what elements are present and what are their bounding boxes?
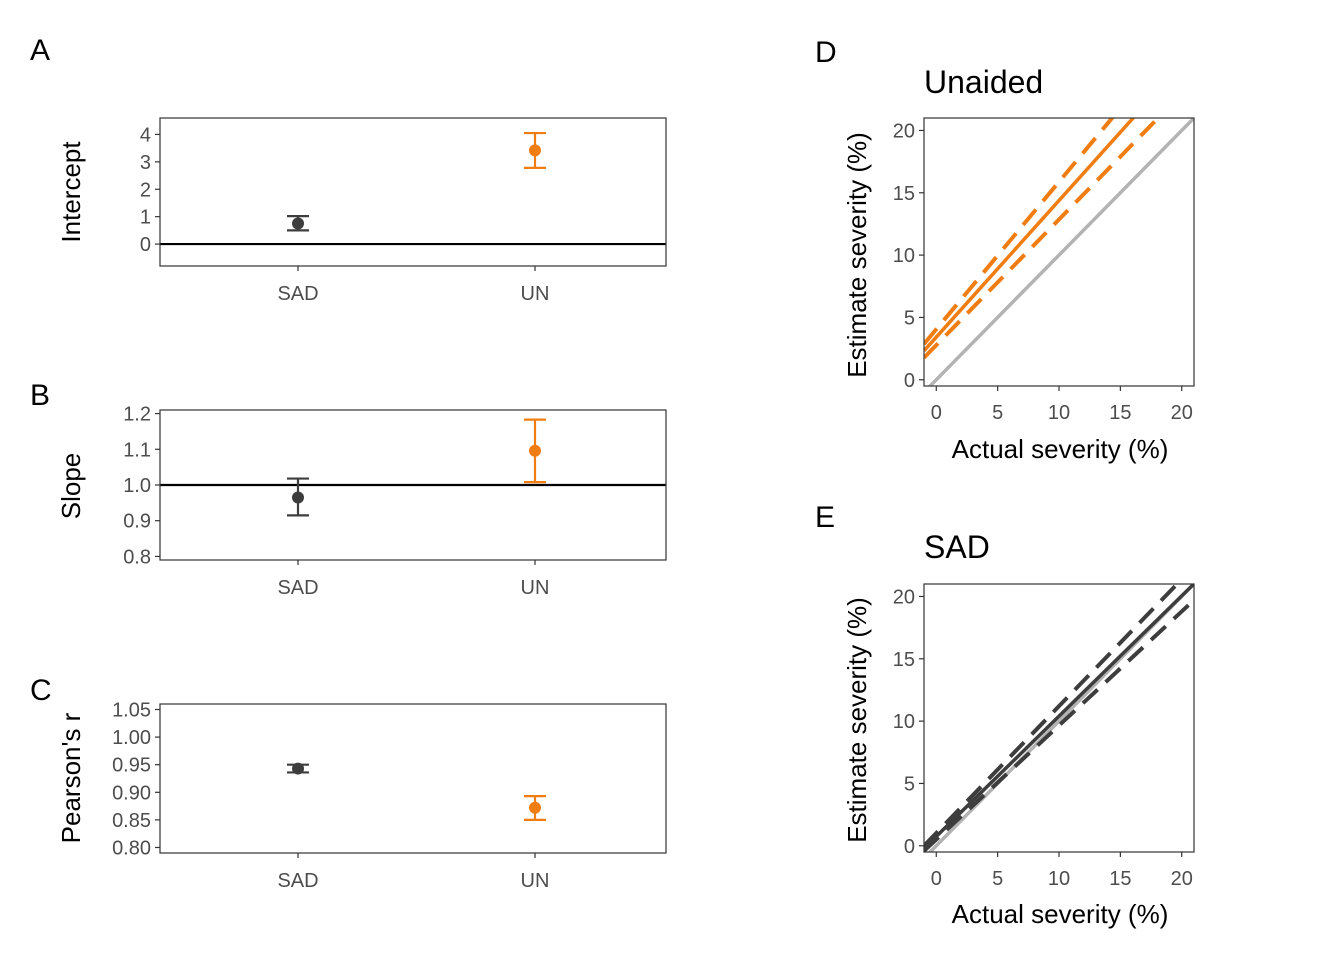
y-axis-title: Estimate severity (%) [842, 597, 872, 843]
panel-letter: E [815, 501, 835, 534]
y-tick-label: 1 [140, 207, 151, 229]
point-sad [292, 217, 304, 230]
fit-line [924, 118, 1136, 352]
y-axis-title: Estimate severity (%) [842, 132, 872, 378]
panel-b-slope: B Slope 0.8 0.9 1.0 1.1 1.2 SAD UN [30, 379, 667, 599]
y-tick-label: 1.0 [123, 475, 151, 497]
panel-letter: A [30, 34, 50, 67]
y-tick-label: 15 [893, 649, 915, 671]
point-sad [292, 762, 304, 775]
y-axis-title: Slope [56, 453, 86, 520]
y-axis-title: Intercept [56, 141, 86, 243]
fit-line [924, 584, 1194, 850]
y-tick-label: 0.80 [112, 837, 151, 859]
point-un [529, 144, 541, 157]
reference-line-1to1 [927, 118, 1194, 386]
panel-e-sad: E SAD Estimate severity (%) Actual sever… [815, 501, 1195, 929]
x-tick-label: 0 [931, 868, 942, 890]
x-tick-label: 5 [992, 402, 1003, 424]
x-tick-label: UN [521, 283, 550, 305]
x-tick-label: SAD [277, 870, 318, 892]
y-tick-label: 15 [893, 183, 915, 205]
y-tick-label: 0.8 [123, 546, 151, 568]
x-tick-label: 15 [1109, 868, 1131, 890]
point-sad [292, 491, 304, 504]
y-tick-label: 10 [893, 711, 915, 733]
x-tick-label: 20 [1171, 868, 1193, 890]
y-tick-label: 10 [893, 245, 915, 267]
x-tick-label: UN [521, 577, 550, 599]
y-tick-label: 3 [140, 152, 151, 174]
x-axis-title: Actual severity (%) [952, 899, 1169, 929]
x-tick-label: SAD [277, 577, 318, 599]
y-tick-label: 0.95 [112, 755, 151, 777]
ci-lower-line [924, 118, 1161, 360]
y-tick-label: 5 [904, 307, 915, 329]
x-tick-label: 20 [1171, 402, 1193, 424]
y-tick-label: 2 [140, 179, 151, 201]
panel-d-unaided: D Unaided Estimate severity (%) Actual s… [815, 36, 1195, 464]
x-tick-label: 0 [931, 402, 942, 424]
panel-c-pearson-r: C Pearson's r 0.80 0.85 0.90 0.95 1.00 1.05 SA… [30, 674, 667, 892]
y-tick-label: 0 [140, 234, 151, 256]
y-tick-label: 1.05 [112, 700, 151, 722]
x-tick-label: 10 [1048, 402, 1070, 424]
panel-letter: C [30, 674, 52, 707]
x-tick-label: SAD [277, 283, 318, 305]
chart-title: Unaided [924, 64, 1043, 100]
x-tick-label: 10 [1048, 868, 1070, 890]
y-tick-label: 20 [893, 120, 915, 142]
ci-upper-line [924, 584, 1180, 848]
plot-frame [159, 703, 667, 854]
x-tick-label: 15 [1109, 402, 1131, 424]
panel-letter: D [815, 36, 837, 69]
point-un [529, 444, 541, 457]
y-tick-label: 0 [904, 370, 915, 392]
y-tick-label: 1.2 [123, 404, 151, 426]
y-tick-label: 1.00 [112, 727, 151, 749]
y-tick-label: 4 [140, 124, 151, 146]
y-tick-label: 20 [893, 586, 915, 608]
y-tick-label: 0 [904, 836, 915, 858]
x-tick-label: UN [521, 870, 550, 892]
y-axis-title: Pearson's r [56, 712, 86, 843]
y-tick-label: 0.85 [112, 810, 151, 832]
x-tick-label: 5 [992, 868, 1003, 890]
point-un [529, 801, 541, 814]
x-axis-title: Actual severity (%) [952, 434, 1169, 464]
panel-letter: B [30, 379, 50, 412]
plot-frame [159, 117, 667, 267]
y-tick-label: 1.1 [123, 439, 151, 461]
ci-upper-line [924, 118, 1115, 346]
y-tick-label: 0.90 [112, 782, 151, 804]
y-tick-label: 0.9 [123, 511, 151, 533]
panel-a-intercept: A Intercept 0 1 2 3 4 SAD UN [30, 34, 667, 305]
chart-title: SAD [924, 529, 990, 565]
y-tick-label: 5 [904, 773, 915, 795]
